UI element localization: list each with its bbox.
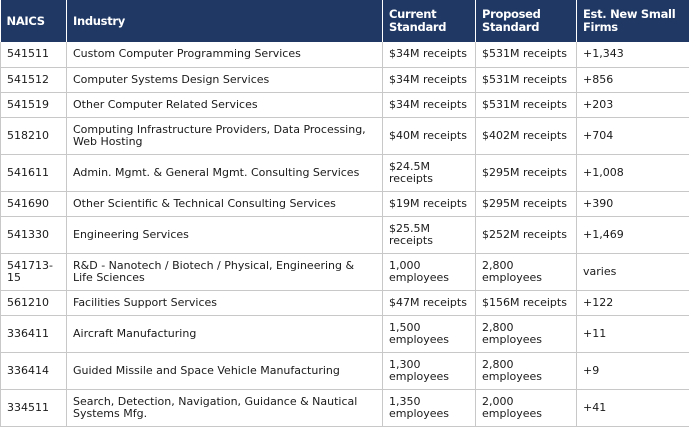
naics-cell: 541511 — [0, 42, 67, 68]
industry-cell: Custom Computer Programming Services — [66, 42, 383, 68]
current-standard-cell: 1,500 employees — [382, 315, 476, 353]
current-standard-cell: $19M receipts — [382, 191, 476, 217]
header-current-standard: Current Standard — [382, 0, 476, 42]
industry-cell: Other Computer Related Services — [66, 92, 383, 118]
industry-cell: Facilities Support Services — [66, 290, 383, 316]
industry-cell: R&D - Nanotech / Biotech / Physical, Eng… — [66, 253, 383, 291]
industry-cell: Guided Missile and Space Vehicle Manufac… — [66, 352, 383, 390]
proposed-standard-cell: $252M receipts — [475, 216, 577, 254]
new-firms-cell: +41 — [576, 389, 689, 427]
naics-cell: 336414 — [0, 352, 67, 390]
new-firms-cell: +9 — [576, 352, 689, 390]
naics-cell: 336411 — [0, 315, 67, 353]
naics-cell: 541611 — [0, 154, 67, 192]
table-row: 541519 Other Computer Related Services $… — [0, 92, 689, 118]
industry-cell: Other Scientific & Technical Consulting … — [66, 191, 383, 217]
table-row: 541713-15 R&D - Nanotech / Biotech / Phy… — [0, 253, 689, 291]
proposed-standard-cell: $295M receipts — [475, 191, 577, 217]
proposed-standard-cell: 2,000 employees — [475, 389, 577, 427]
new-firms-cell: varies — [576, 253, 689, 291]
table-row: 541330 Engineering Services $25.5M recei… — [0, 216, 689, 254]
proposed-standard-cell: 2,800 employees — [475, 315, 577, 353]
header-proposed-standard: Proposed Standard — [475, 0, 577, 42]
proposed-standard-cell: 2,800 employees — [475, 352, 577, 390]
naics-cell: 541512 — [0, 67, 67, 93]
header-naics: NAICS — [0, 0, 67, 42]
industry-cell: Computing Infrastructure Providers, Data… — [66, 117, 383, 155]
current-standard-cell: $34M receipts — [382, 67, 476, 93]
proposed-standard-cell: 2,800 employees — [475, 253, 577, 291]
table-header-row: NAICS Industry Current Standard Proposed… — [0, 0, 689, 42]
naics-cell: 561210 — [0, 290, 67, 316]
header-est-new-small-firms: Est. New Small Firms — [583, 7, 676, 34]
table-row: 518210 Computing Infrastructure Provider… — [0, 117, 689, 155]
proposed-standard-cell: $295M receipts — [475, 154, 577, 192]
new-firms-cell: +1,343 — [576, 42, 689, 68]
naics-cell: 541330 — [0, 216, 67, 254]
industry-cell: Aircraft Manufacturing — [66, 315, 383, 353]
current-standard-cell: $24.5M receipts — [382, 154, 476, 192]
current-standard-cell: $40M receipts — [382, 117, 476, 155]
new-firms-cell: +1,008 — [576, 154, 689, 192]
table-row: 561210 Facilities Support Services $47M … — [0, 290, 689, 316]
current-standard-cell: 1,300 employees — [382, 352, 476, 390]
current-standard-cell: $34M receipts — [382, 92, 476, 118]
new-firms-cell: +11 — [576, 315, 689, 353]
new-firms-cell: +1,469 — [576, 216, 689, 254]
industry-cell: Search, Detection, Navigation, Guidance … — [66, 389, 383, 427]
current-standard-cell: 1,000 employees — [382, 253, 476, 291]
table-row: 541690 Other Scientific & Technical Cons… — [0, 191, 689, 217]
proposed-standard-cell: $156M receipts — [475, 290, 577, 316]
industry-cell: Admin. Mgmt. & General Mgmt. Consulting … — [66, 154, 383, 192]
proposed-standard-cell: $531M receipts — [475, 92, 577, 118]
proposed-standard-cell: $531M receipts — [475, 67, 577, 93]
new-firms-cell: +856 — [576, 67, 689, 93]
table-row: 541512 Computer Systems Design Services … — [0, 67, 689, 93]
naics-cell: 334511 — [0, 389, 67, 427]
current-standard-cell: $34M receipts — [382, 42, 476, 68]
new-firms-cell: +122 — [576, 290, 689, 316]
new-firms-cell: +704 — [576, 117, 689, 155]
naics-cell: 541713-15 — [0, 253, 67, 291]
naics-cell: 541519 — [0, 92, 67, 118]
proposed-standard-cell: $402M receipts — [475, 117, 577, 155]
industry-cell: Engineering Services — [66, 216, 383, 254]
industry-cell: Computer Systems Design Services — [66, 67, 383, 93]
new-firms-cell: +390 — [576, 191, 689, 217]
naics-cell: 541690 — [0, 191, 67, 217]
new-firms-cell: +203 — [576, 92, 689, 118]
table-row: 541511 Custom Computer Programming Servi… — [0, 42, 689, 68]
table-row: 334511 Search, Detection, Navigation, Gu… — [0, 389, 689, 427]
proposed-standard-cell: $531M receipts — [475, 42, 577, 68]
table-row: 541611 Admin. Mgmt. & General Mgmt. Cons… — [0, 154, 689, 192]
current-standard-cell: $47M receipts — [382, 290, 476, 316]
table-row: 336414 Guided Missile and Space Vehicle … — [0, 352, 689, 390]
table-row: 336411 Aircraft Manufacturing 1,500 empl… — [0, 315, 689, 353]
current-standard-cell: $25.5M receipts — [382, 216, 476, 254]
current-standard-cell: 1,350 employees — [382, 389, 476, 427]
naics-cell: 518210 — [0, 117, 67, 155]
header-industry: Industry — [66, 0, 383, 42]
